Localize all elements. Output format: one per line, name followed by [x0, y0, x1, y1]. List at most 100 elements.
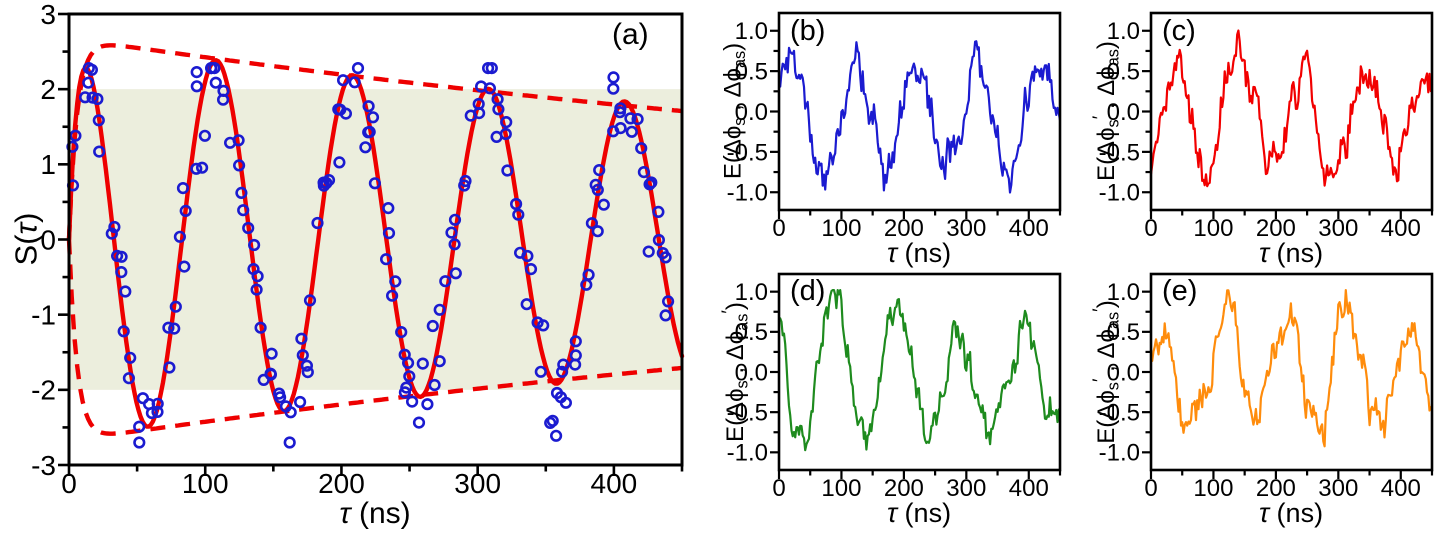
panel-d-letter: (d): [790, 275, 826, 307]
y-tick-label: 1.0: [735, 18, 768, 45]
y-tick-label: 2: [40, 74, 56, 105]
data-point-circle: [235, 186, 248, 199]
data-point-circle: [264, 368, 278, 381]
data-point-circle: [642, 245, 655, 258]
y-tick-label: 0.0: [1107, 99, 1140, 126]
data-point-circle: [151, 405, 164, 419]
data-point-circle: [294, 395, 307, 409]
data-point-circle: [389, 275, 402, 288]
data-point-circle: [482, 61, 495, 75]
data-point-circle: [406, 395, 419, 408]
data-point-circle: [362, 126, 375, 139]
data-point-circle: [178, 260, 191, 273]
data-point-circle: [433, 355, 446, 368]
data-point-circle: [168, 322, 181, 335]
data-point-circle: [279, 400, 293, 413]
y-tick-label: -1.0: [1099, 440, 1140, 467]
data-point-circle: [501, 164, 514, 177]
data-point-circle: [499, 127, 512, 141]
data-point-circle: [382, 202, 395, 215]
panel-d: 0 100 200 300 400 1.0 0.5 0.0 -0.5 -1.0: [720, 270, 1080, 540]
y-tick-label: -0.5: [727, 400, 768, 427]
panel-b-correlation-signal-curve: [777, 40, 1062, 194]
data-point-circle: [198, 129, 211, 142]
data-point-circle: [631, 112, 644, 126]
panel-e-x-axis-label: τ (ns): [1258, 498, 1324, 528]
data-point-circle: [624, 112, 637, 125]
x-tick-label: 300: [454, 468, 501, 499]
data-point-circle: [339, 107, 353, 120]
data-point-circle: [402, 356, 415, 370]
data-point-circle: [400, 381, 413, 394]
data-point-circle: [92, 114, 105, 127]
data-point-circle: [607, 71, 620, 84]
data-point-circle: [169, 300, 182, 313]
data-point-circle: [82, 76, 95, 89]
data-point-circle: [625, 125, 638, 138]
y-tick-label: 0: [40, 224, 56, 255]
data-point-circle: [555, 365, 569, 378]
panel-a-y-axis-label: S(τ): [8, 212, 44, 266]
panel-e-y-axis-label: E(Δϕs′ , Δϕas′): [1088, 300, 1123, 444]
data-point-circle: [637, 166, 651, 179]
data-point-circle: [521, 249, 534, 263]
data-point-circle: [607, 82, 620, 95]
data-point-circle: [500, 115, 513, 129]
data-point-circle: [209, 76, 222, 89]
data-point-circle: [645, 176, 658, 189]
data-point-circle: [105, 227, 118, 240]
y-tick-label: -1.0: [727, 440, 768, 467]
data-point-circle: [190, 162, 203, 175]
data-point-circle: [659, 251, 672, 264]
data-point-circle: [320, 176, 333, 190]
data-point-circle: [426, 319, 439, 333]
data-point-circle: [251, 270, 264, 283]
data-point-circle: [122, 372, 135, 385]
x-tick-label: 400: [591, 468, 638, 499]
y-tick-label: -1: [31, 299, 56, 330]
data-point-circle: [359, 141, 372, 154]
data-point-circle: [593, 164, 606, 177]
data-point-circle: [162, 321, 175, 334]
panel-c-y-axis-label: E(Δϕs′ , Δϕas): [1088, 41, 1123, 181]
data-point-circle: [614, 122, 627, 135]
data-point-circle: [274, 391, 287, 404]
data-point-circle: [524, 263, 538, 276]
data-point-circle: [176, 182, 190, 195]
data-point-circle: [108, 220, 121, 234]
data-point-circle: [643, 178, 656, 191]
data-point-circle: [512, 208, 525, 221]
data-point-circle: [351, 61, 365, 75]
x-tick-label: 100: [821, 475, 861, 502]
data-point-circle: [85, 63, 98, 76]
data-point-circle: [537, 319, 550, 332]
y-tick-label: -3: [31, 450, 56, 481]
data-point-circle: [151, 397, 164, 410]
panel-e-letter: (e): [1162, 275, 1198, 307]
data-point-circle: [115, 266, 128, 279]
x-tick-label: 400: [1381, 215, 1421, 242]
data-point-circle: [652, 205, 665, 218]
x-tick-label: 200: [318, 468, 365, 499]
x-tick-label: 0: [1144, 215, 1157, 242]
data-point-circle: [659, 309, 672, 322]
data-point-circle: [119, 285, 132, 298]
data-point-circle: [380, 253, 393, 266]
x-tick-label: 200: [884, 215, 924, 242]
x-tick-label: 400: [1381, 475, 1421, 502]
data-point-circle: [448, 238, 461, 251]
data-point-circle: [145, 406, 158, 420]
y-tick-label: -1.0: [1099, 180, 1140, 207]
sinusoidal-fit-curve: [66, 58, 685, 429]
data-point-circle: [459, 174, 472, 188]
panel-a-x-axis-label: τ (ns): [339, 497, 411, 530]
y-tick-label: -0.5: [1099, 400, 1140, 427]
data-point-circle: [190, 80, 203, 93]
data-point-circle: [416, 357, 429, 370]
data-point-circle: [117, 325, 130, 338]
data-point-circle: [403, 370, 416, 383]
data-point-circle: [254, 321, 267, 334]
panel-c-x-axis-label: τ (ns): [1258, 238, 1324, 268]
data-point-circle: [591, 183, 604, 196]
data-point-circle: [449, 267, 462, 280]
